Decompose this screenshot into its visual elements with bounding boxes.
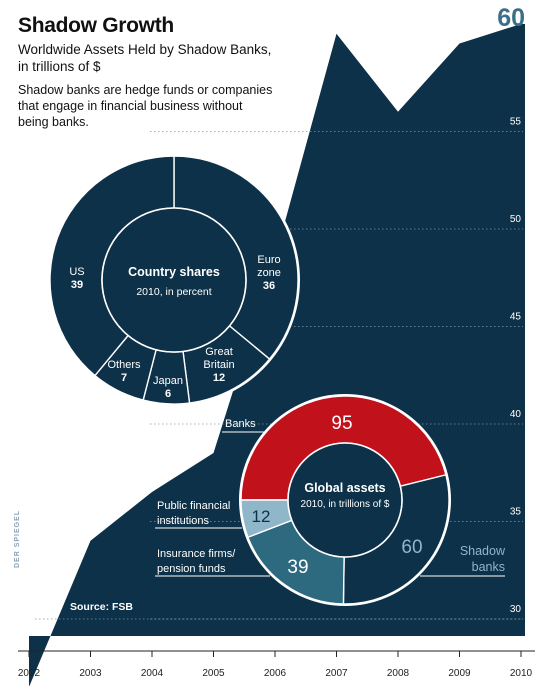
gridlines: [35, 131, 523, 620]
global-slice-label: institutions: [157, 515, 209, 527]
source-note: Source: FSB: [70, 601, 134, 613]
country-slice-label: Japan: [153, 375, 183, 387]
chart-subtitle: Worldwide Assets Held by Shadow Banks, i…: [18, 42, 272, 74]
x-tick-label: 2002: [18, 668, 41, 679]
country-slice-value: 12: [213, 372, 225, 384]
x-axis: 2002 2003 2004 2005 2006 2007 2008 2009 2010: [18, 650, 535, 679]
y-tick-label: 50: [510, 214, 522, 225]
country-slice-value: 39: [71, 279, 83, 291]
y-axis: 30 35 40 45 50 55: [510, 117, 522, 616]
global-slice-label: Insurance firms/: [157, 548, 236, 560]
chart-title: Shadow Growth: [18, 14, 174, 37]
y-tick-label: 55: [510, 117, 522, 128]
x-tick-label: 2004: [141, 668, 164, 679]
country-slice-label: Great: [205, 346, 233, 358]
global-donut-hole: [287, 442, 403, 558]
x-tick-label: 2006: [264, 668, 287, 679]
x-tick-label: 2008: [387, 668, 410, 679]
x-tick-label: 2005: [202, 668, 225, 679]
country-slice-label: Others: [107, 359, 141, 371]
country-slice-label: US: [69, 266, 84, 278]
x-tick-label: 2009: [448, 668, 471, 679]
y-tick-label: 40: [510, 409, 522, 420]
country-slice-value: 6: [165, 388, 171, 400]
country-chart-title: Country shares: [128, 265, 220, 279]
x-tick-label: 2010: [510, 668, 533, 679]
country-slice-value: 36: [263, 280, 275, 292]
country-chart-subtitle: 2010, in percent: [136, 286, 211, 298]
y-tick-label: 30: [510, 604, 522, 615]
global-slice-value: 60: [401, 537, 422, 558]
global-slice-value: 12: [252, 507, 271, 526]
chart-note: Shadow banks are hedge funds or companie…: [18, 83, 273, 129]
global-slice-label: Banks: [225, 418, 256, 430]
peak-value-label: 60: [497, 4, 525, 32]
y-tick-label: 45: [510, 312, 522, 323]
country-slice-label: Euro: [257, 254, 280, 266]
global-slice-label: banks: [472, 560, 505, 574]
global-assets-chart: Global assets 2010, in trillions of $ 95 60…: [155, 394, 506, 606]
country-donut-hole: [101, 207, 247, 353]
global-slice-label: pension funds: [157, 563, 226, 575]
global-chart-subtitle: 2010, in trillions of $: [301, 499, 390, 510]
y-tick-label: 35: [510, 507, 522, 518]
global-chart-title: Global assets: [304, 481, 385, 495]
global-slice-label: Public financial: [157, 500, 230, 512]
x-tick-label: 2003: [79, 668, 102, 679]
x-tick-label: 2007: [325, 668, 348, 679]
country-slice-value: 7: [121, 372, 127, 384]
global-slice-value: 39: [287, 557, 308, 578]
global-slice-value: 95: [331, 413, 352, 434]
country-slice-label: Britain: [203, 359, 234, 371]
country-slice-label: zone: [257, 267, 281, 279]
publisher-credit: DER SPIEGEL: [14, 509, 21, 568]
global-slice-label: Shadow: [460, 544, 506, 558]
